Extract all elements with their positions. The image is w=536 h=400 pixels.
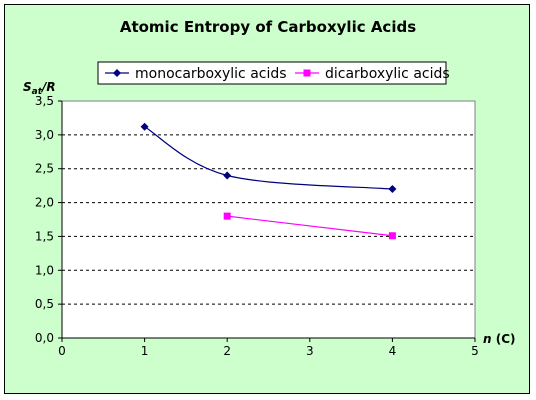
point-monocarboxylic-acids [388, 185, 397, 194]
y-axis-label: Sat/R [23, 80, 56, 97]
legend-marker-dicarboxylic-acids [303, 69, 311, 77]
series-line-dicarboxylic-acids [227, 215, 393, 237]
series [140, 122, 397, 240]
x-tick-label: 3 [306, 344, 314, 358]
point-dicarboxylic-acids [388, 232, 396, 240]
y-axis-label-main: S [23, 80, 32, 94]
chart-frame: Atomic Entropy of Carboxylic Acids 0,0 0,… [4, 4, 530, 394]
y-tick-label: 0,0 [35, 331, 54, 345]
x-tick-label: 2 [223, 344, 231, 358]
y-tick-label: 3,5 [35, 94, 54, 108]
series-line-monocarboxylic-acids [144, 126, 393, 190]
point-dicarboxylic-acids [223, 212, 231, 220]
x-axis-label: n (C) [483, 332, 516, 346]
point-monocarboxylic-acids [223, 171, 232, 180]
x-tick-label: 0 [58, 344, 66, 358]
legend-items: monocarboxylic acids dicarboxylic acids [105, 66, 450, 82]
y-tick-label: 3,0 [35, 128, 54, 142]
point-monocarboxylic-acids [140, 122, 149, 131]
legend-box [97, 61, 447, 85]
plot-area [62, 101, 475, 338]
x-tick-label: 5 [471, 344, 479, 358]
y-axis-label-tail: /R [40, 80, 56, 94]
y-tick-label: 2,5 [35, 162, 54, 176]
chart-title: Atomic Entropy of Carboxylic Acids [120, 18, 416, 36]
legend: monocarboxylic acids dicarboxylic acids [97, 61, 450, 85]
y-tick-label: 2,0 [35, 196, 54, 210]
axes [58, 100, 476, 342]
x-tick-label: 1 [141, 344, 149, 358]
x-tick-label: 4 [389, 344, 397, 358]
x-axis-label-main: n [483, 332, 492, 346]
y-tick-label: 0,5 [35, 297, 54, 311]
y-tick-label: 1,0 [35, 263, 54, 277]
legend-label-dicarboxylic-acids: dicarboxylic acids [325, 66, 450, 82]
x-axis-label-tail: (C) [492, 332, 516, 346]
y-tick-label: 1,5 [35, 229, 54, 243]
tick-labels: 0,0 0,5 1,0 1,5 2,0 2,5 3,0 3,5 0 1 2 3 4 5 [35, 94, 479, 358]
chart: Atomic Entropy of Carboxylic Acids 0,00,… [23, 18, 516, 358]
legend-marker-monocarboxylic-acids [113, 69, 121, 77]
y-axis-label-sub: at [32, 87, 43, 97]
legend-label-monocarboxylic-acids: monocarboxylic acids [135, 66, 287, 82]
